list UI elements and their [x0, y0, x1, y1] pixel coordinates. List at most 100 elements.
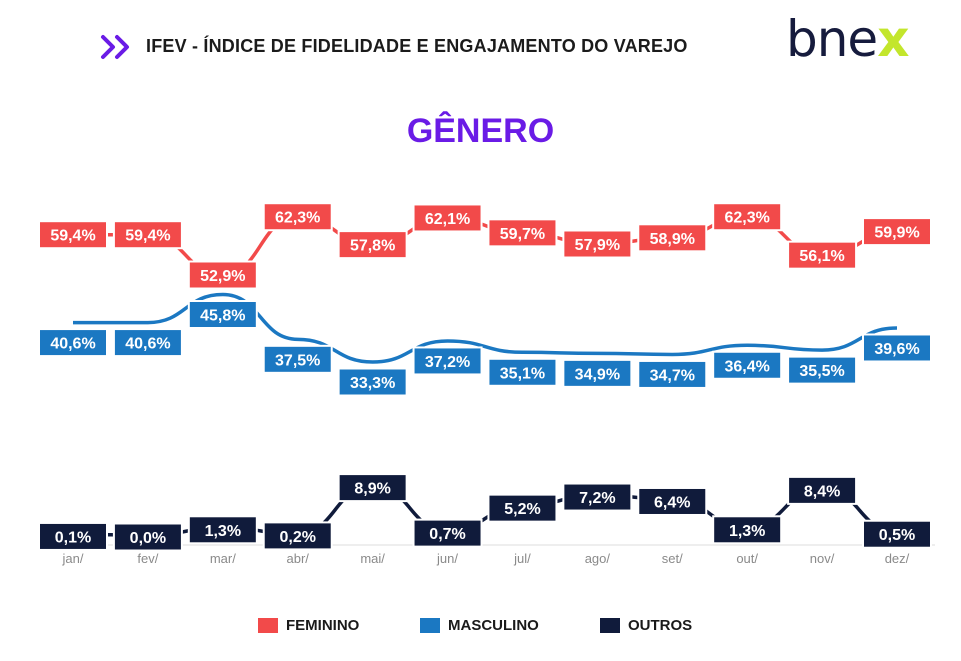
data-label-text: 37,2% — [425, 354, 470, 371]
data-label-text: 1,3% — [205, 523, 241, 540]
data-label-box — [712, 515, 783, 545]
data-label-box — [337, 473, 408, 503]
data-label-box — [637, 223, 708, 253]
data-label-box — [112, 328, 183, 358]
bnex-logo: bnex — [786, 10, 909, 68]
data-label-text: 57,9% — [575, 237, 620, 254]
data-label-box — [787, 475, 858, 505]
data-label-text: 0,1% — [55, 529, 91, 546]
data-label-box — [262, 202, 333, 232]
x-tick-label: dez/ — [885, 551, 910, 566]
x-tick-label: ago/ — [585, 551, 611, 566]
data-label-text: 36,4% — [724, 358, 769, 375]
data-label-masculino: 37,2% — [412, 346, 483, 376]
data-label-text: 7,2% — [579, 490, 615, 507]
data-label-feminino: 62,1% — [412, 203, 483, 233]
data-label-box — [562, 358, 633, 388]
data-label-box — [712, 202, 783, 232]
data-label-feminino: 57,8% — [337, 230, 408, 260]
legend-item-outros: OUTROS — [600, 617, 692, 634]
data-label-feminino: 59,9% — [862, 217, 932, 247]
data-label-text: 0,7% — [429, 526, 465, 543]
legend-label: MASCULINO — [448, 617, 539, 634]
data-label-box — [38, 220, 108, 250]
legend-swatch-outros — [600, 618, 620, 633]
data-label-box — [712, 350, 783, 380]
data-label-outros: 0,0% — [112, 522, 183, 552]
data-label-text: 35,1% — [500, 365, 545, 382]
data-label-outros: 8,9% — [337, 473, 408, 503]
data-label-masculino: 40,6% — [112, 328, 183, 358]
data-label-text: 56,1% — [799, 248, 844, 265]
data-label-masculino: 36,4% — [712, 350, 783, 380]
data-label-box — [787, 355, 858, 385]
data-label-masculino: 40,6% — [38, 328, 108, 358]
legend-item-feminino: FEMININO — [258, 617, 359, 634]
data-label-masculino: 34,9% — [562, 358, 633, 388]
data-label-text: 0,5% — [879, 527, 915, 544]
data-label-box — [487, 357, 558, 387]
data-label-text: 59,4% — [125, 228, 170, 245]
x-tick-label: nov/ — [810, 551, 835, 566]
data-label-feminino: 59,7% — [487, 218, 558, 248]
data-label-text: 62,3% — [275, 210, 320, 227]
data-label-text: 35,5% — [799, 363, 844, 380]
x-tick-label: jul/ — [513, 551, 531, 566]
x-tick-label: set/ — [662, 551, 683, 566]
data-label-text: 0,0% — [130, 530, 166, 547]
data-label-text: 1,3% — [729, 523, 765, 540]
data-label-text: 33,3% — [350, 375, 395, 392]
data-label-outros: 7,2% — [562, 482, 633, 512]
data-label-box — [412, 203, 483, 233]
data-label-text: 34,9% — [575, 366, 620, 383]
x-tick-label: fev/ — [137, 551, 158, 566]
data-label-text: 37,5% — [275, 352, 320, 369]
data-label-text: 40,6% — [125, 336, 170, 353]
data-label-text: 57,8% — [350, 238, 395, 255]
data-label-box — [862, 519, 932, 549]
data-label-text: 58,9% — [650, 231, 695, 248]
data-label-feminino: 59,4% — [38, 220, 108, 250]
data-label-box — [337, 230, 408, 260]
x-tick-label: out/ — [736, 551, 758, 566]
data-label-box — [262, 344, 333, 374]
data-label-outros: 5,2% — [487, 493, 558, 523]
legend-label: OUTROS — [628, 617, 693, 634]
data-label-masculino: 45,8% — [187, 300, 258, 329]
data-label-box — [637, 486, 708, 516]
chart-title: GÊNERO — [406, 112, 555, 150]
double-chevron-icon — [101, 35, 129, 59]
data-label-box — [38, 521, 108, 551]
data-label-box — [562, 229, 633, 259]
data-label-text: 39,6% — [874, 341, 919, 358]
data-label-feminino: 62,3% — [262, 202, 333, 232]
x-tick-label: mar/ — [210, 551, 236, 566]
data-label-masculino: 34,7% — [637, 359, 708, 389]
data-label-outros: 8,4% — [787, 475, 858, 505]
data-label-box — [412, 518, 483, 548]
data-label-box — [187, 515, 258, 545]
legend-label: FEMININO — [286, 617, 360, 634]
data-label-text: 59,7% — [500, 226, 545, 243]
data-label-box — [412, 346, 483, 376]
data-label-box — [487, 493, 558, 523]
data-label-masculino: 33,3% — [337, 367, 408, 397]
data-label-text: 0,2% — [279, 529, 315, 546]
data-label-feminino: 62,3% — [712, 202, 783, 232]
data-label-feminino: 59,4% — [112, 220, 183, 250]
data-label-text: 34,7% — [650, 367, 695, 384]
x-tick-label: jun/ — [436, 551, 458, 566]
data-label-box — [787, 240, 858, 270]
data-label-text: 59,9% — [874, 225, 919, 242]
data-label-outros: 6,4% — [637, 486, 708, 516]
data-label-box — [112, 522, 183, 552]
data-label-box — [862, 333, 932, 363]
x-tick-label: abr/ — [287, 551, 310, 566]
data-label-text: 59,4% — [50, 228, 95, 245]
data-label-feminino: 52,9% — [187, 260, 258, 290]
data-label-outros: 0,5% — [862, 519, 932, 549]
data-label-text: 8,9% — [354, 481, 390, 498]
page-title: IFEV - ÍNDICE DE FIDELIDADE E ENGAJAMENT… — [146, 36, 688, 56]
data-label-text: 5,2% — [504, 501, 540, 518]
